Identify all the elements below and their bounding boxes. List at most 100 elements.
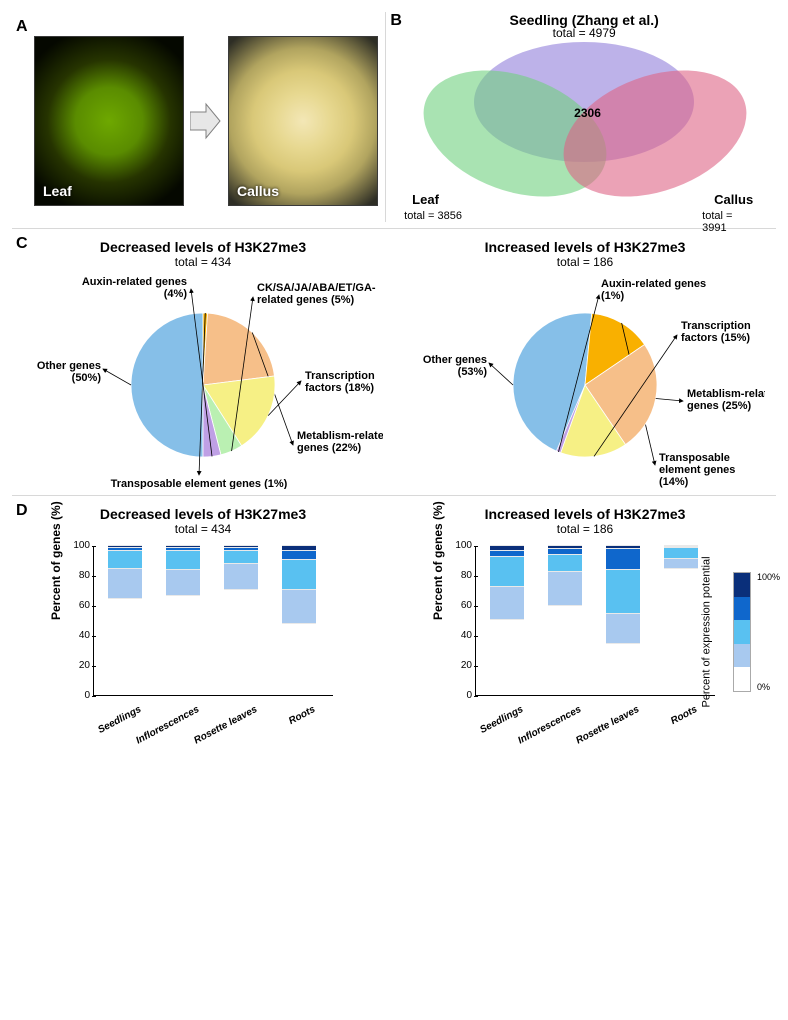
pie-label: Auxin-related genes(1%) [601, 278, 706, 302]
bar-right-total: total = 186 [394, 522, 776, 536]
panel-d: D Decreased levels of H3K27me3 total = 4… [12, 502, 776, 748]
legend-swatch [734, 620, 750, 644]
venn-right-total: total = 3991 [702, 210, 754, 234]
venn-left-total: total = 3856 [404, 210, 462, 222]
bar-segment [224, 550, 258, 564]
y-tick: 20 [68, 660, 90, 671]
pie-slice [131, 313, 203, 457]
pie-right-wrap: Other genes(53%)Transposableelement gene… [405, 269, 765, 489]
legend-swatch [734, 597, 750, 621]
bar-segment [664, 547, 698, 557]
venn-left-label: Leaf [412, 192, 439, 207]
bar-category: Seedlings [458, 704, 525, 747]
bar-segment [606, 548, 640, 569]
bar-category: Rosette leaves [574, 704, 641, 747]
pie-label: Transcriptionfactors (18%) [305, 370, 375, 394]
venn-diagram: 2306 Leaf total = 3856 Callus total = 39… [414, 42, 754, 242]
leaf-tag: Leaf [43, 183, 72, 199]
bar-segment [490, 586, 524, 619]
bar-segment [166, 595, 200, 696]
y-tick: 0 [450, 690, 472, 701]
bar-category: Seedlings [76, 704, 143, 747]
y-tick: 0 [68, 690, 90, 701]
y-tick: 60 [68, 600, 90, 611]
y-tick: 100 [68, 540, 90, 551]
bar-segment [548, 605, 582, 695]
arrow-icon [190, 102, 222, 140]
bar-segment [108, 568, 142, 598]
bar-segment [548, 571, 582, 606]
bar-segment [490, 556, 524, 586]
pie-slice [203, 313, 274, 385]
y-tick: 100 [450, 540, 472, 551]
pie-left-total: total = 434 [12, 255, 394, 269]
legend-title: Percent of expression potential [701, 556, 713, 707]
pie-label: Metablism-relatedgenes (25%) [687, 388, 765, 412]
venn-wrap: Seedling (Zhang et al.) total = 4979 230… [404, 12, 764, 222]
legend-swatch [734, 644, 750, 668]
bar-group [548, 545, 582, 695]
bar-segment [224, 563, 258, 589]
bar-left-total: total = 434 [12, 522, 394, 536]
panel-b: B Seedling (Zhang et al.) total = 4979 2… [386, 12, 776, 222]
bar-segment [224, 589, 258, 696]
pie-label: Transposable element genes (1%) [111, 478, 288, 489]
legend-bottom: 0% [757, 682, 780, 692]
bar-segment [108, 598, 142, 696]
bar-segment [606, 613, 640, 643]
pie-left-svg: Other genes(50%)Transposable element gen… [23, 269, 383, 489]
bar-group [108, 545, 142, 695]
bar-category: Roots [250, 704, 317, 747]
callus-photo: Callus [228, 36, 378, 206]
bar-left-title: Decreased levels of H3K27me3 [12, 506, 394, 522]
bar-right-chart: 020406080100SeedlingsInflorescencesRoset… [475, 546, 715, 696]
bar-segment [166, 569, 200, 595]
y-tick: 80 [68, 570, 90, 581]
legend-top: 100% [757, 572, 780, 582]
bar-left-chart: 020406080100SeedlingsInflorescencesRoset… [93, 546, 333, 696]
row-ab: A Leaf Callus B Seedling (Zhang et al.) [12, 12, 776, 229]
pie-right-title: Increased levels of H3K27me3 [394, 239, 776, 255]
leaf-photo: Leaf [34, 36, 184, 206]
bar-segment [664, 558, 698, 568]
bar-group [606, 545, 640, 695]
pie-right-svg: Other genes(53%)Transposableelement gene… [405, 269, 765, 489]
bar-category: Roots [632, 704, 699, 747]
bar-segment [606, 643, 640, 696]
bar-category: Inflorescences [516, 704, 583, 747]
bar-left-axes: Percent of genes (%) 020406080100Seedlin… [53, 542, 353, 742]
y-tick: 20 [450, 660, 472, 671]
bar-segment [490, 619, 524, 696]
pie-right-total: total = 186 [394, 255, 776, 269]
venn-center-value: 2306 [574, 106, 601, 120]
pie-right-col: Increased levels of H3K27me3 total = 186… [394, 235, 776, 489]
figure-root: A Leaf Callus B Seedling (Zhang et al.) [0, 0, 788, 766]
bar-segment [282, 559, 316, 589]
bar-y-label: Percent of genes (%) [49, 501, 63, 620]
bar-segment [606, 569, 640, 613]
bar-segment [282, 589, 316, 624]
venn-right-label: Callus [714, 192, 753, 207]
panel-a: A Leaf Callus [12, 12, 386, 222]
photo-group: Leaf Callus [34, 36, 379, 206]
pie-label: Transcriptionfactors (15%) [681, 320, 751, 344]
panel-label-a: A [16, 18, 28, 36]
pie-label: Metablism-relatedgenes (22%) [297, 430, 383, 454]
legend-bar [733, 572, 751, 692]
venn-top-total: total = 4979 [404, 26, 764, 40]
bar-segment [282, 623, 316, 695]
bar-right-title: Increased levels of H3K27me3 [394, 506, 776, 522]
bar-group [490, 545, 524, 695]
callus-tag: Callus [237, 183, 279, 199]
bar-group [224, 545, 258, 695]
pie-label: Auxin-related genes(4%) [82, 276, 187, 300]
bar-segment [282, 550, 316, 559]
y-tick: 80 [450, 570, 472, 581]
legend: Percent of expression potential 100% 0% [687, 572, 780, 692]
pie-label: Transposableelement genes(14%) [659, 452, 735, 488]
bar-category: Inflorescences [134, 704, 201, 747]
bar-group [166, 545, 200, 695]
pie-left-col: Decreased levels of H3K27me3 total = 434… [12, 235, 394, 489]
pie-label: CK/SA/JA/ABA/ET/GA-related genes (5%) [257, 282, 376, 306]
bar-y-label-r: Percent of genes (%) [431, 501, 445, 620]
